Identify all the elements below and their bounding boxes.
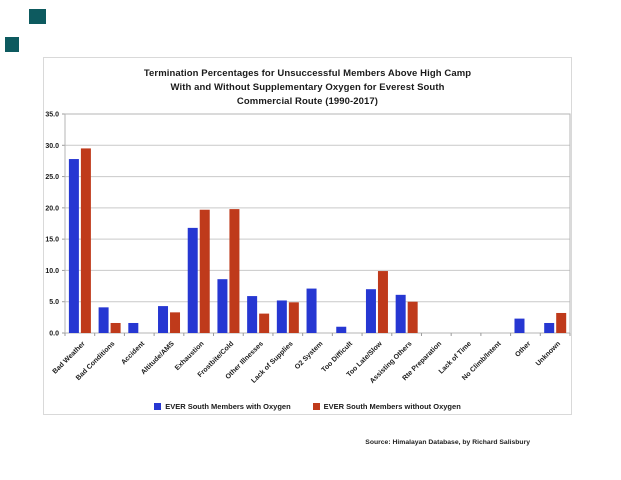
chart-title: Termination Percentages for Unsuccessful… [44, 67, 571, 109]
chart-title-line-2: With and Without Supplementary Oxygen fo… [170, 82, 445, 93]
source-note: Source: Himalayan Database, by Richard S… [365, 439, 530, 446]
chart-panel: Termination Percentages for Unsuccessful… [43, 57, 572, 415]
legend-swatch-without-oxygen-icon [312, 403, 320, 410]
chart-title-line-1: Termination Percentages for Unsuccessful… [143, 68, 472, 79]
chart-title-line-3: Commercial Route (1990-2017) [236, 96, 379, 107]
teal-corner-mark-top [29, 9, 46, 24]
chart-legend: EVER South Members with Oxygen EVER Sout… [44, 402, 571, 411]
legend-swatch-with-oxygen-icon [154, 403, 162, 410]
teal-corner-mark-left [5, 37, 19, 52]
legend-item-without-oxygen: EVER South Members without Oxygen [312, 402, 461, 411]
legend-label-with-oxygen: EVER South Members with Oxygen [165, 402, 291, 411]
legend-item-with-oxygen: EVER South Members with Oxygen [154, 402, 291, 411]
legend-label-without-oxygen: EVER South Members without Oxygen [323, 402, 461, 411]
